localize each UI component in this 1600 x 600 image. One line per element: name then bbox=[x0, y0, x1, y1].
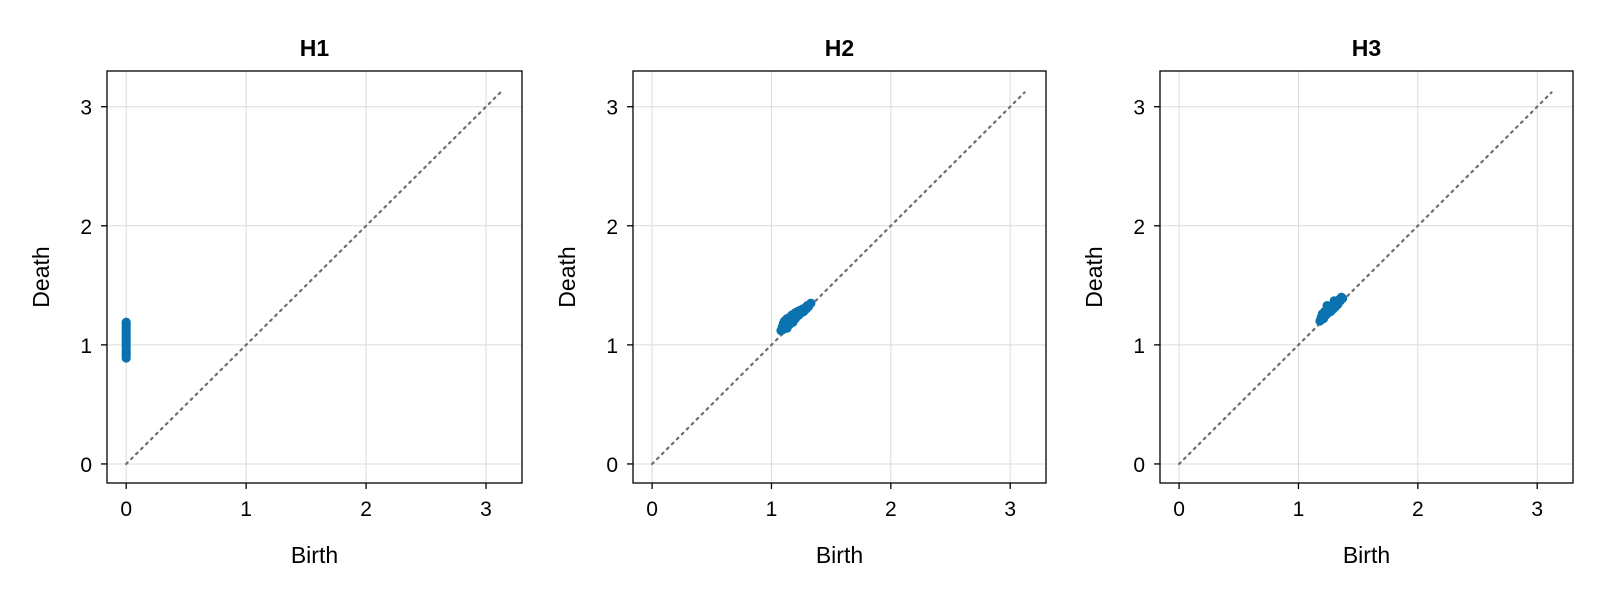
data-point bbox=[1338, 293, 1348, 304]
diagonal-line bbox=[125, 91, 502, 466]
data-point bbox=[1322, 300, 1332, 311]
y-tick-label: 1 bbox=[606, 335, 618, 358]
x-tick-label: 3 bbox=[1531, 498, 1543, 521]
y-tick-label: 0 bbox=[1133, 454, 1145, 477]
x-axis-label: Birth bbox=[291, 542, 338, 568]
panel-title: H3 bbox=[1352, 35, 1381, 61]
y-tick-label: 2 bbox=[80, 216, 92, 239]
data-point bbox=[788, 317, 798, 327]
data-point bbox=[1329, 296, 1339, 306]
x-tick-label: 2 bbox=[1412, 498, 1424, 521]
y-tick-label: 2 bbox=[1133, 216, 1145, 239]
plot-frame bbox=[106, 70, 523, 484]
x-tick-label: 2 bbox=[885, 498, 897, 521]
y-axis-label: Death bbox=[1081, 246, 1107, 307]
y-tick-label: 2 bbox=[606, 216, 618, 239]
x-tick-label: 1 bbox=[766, 498, 778, 521]
x-tick-label: 1 bbox=[240, 498, 252, 521]
x-axis-label: Birth bbox=[1343, 542, 1390, 568]
y-tick-label: 0 bbox=[606, 454, 618, 477]
y-axis-label: Death bbox=[28, 246, 54, 307]
plot-frame bbox=[1159, 70, 1574, 484]
diagonal-line bbox=[1177, 91, 1553, 466]
data-point bbox=[782, 323, 792, 333]
x-tick-label: 3 bbox=[1004, 498, 1016, 521]
data-point bbox=[121, 317, 131, 327]
x-tick-label: 0 bbox=[120, 498, 132, 521]
y-tick-label: 3 bbox=[1133, 97, 1145, 120]
chart-panel-2: 0 1 2 3 0 1 2 3 H2 Birth Death bbox=[554, 35, 1047, 568]
panel-title: H2 bbox=[825, 35, 854, 61]
y-tick-label: 0 bbox=[80, 454, 92, 477]
x-axis-label: Birth bbox=[816, 542, 863, 568]
y-tick-label: 3 bbox=[80, 97, 92, 120]
chart-panel-1: 0 1 2 3 0 1 2 3 H1 Birth Death bbox=[28, 35, 523, 568]
y-axis-label: Death bbox=[554, 246, 580, 307]
chart-panel-3: 0 1 2 3 0 1 2 3 H3 Birth Death bbox=[1081, 35, 1574, 568]
x-tick-label: 0 bbox=[646, 498, 658, 521]
x-tick-label: 0 bbox=[1173, 498, 1185, 521]
plot-frame bbox=[632, 70, 1047, 484]
y-tick-label: 1 bbox=[80, 335, 92, 358]
x-tick-label: 2 bbox=[360, 498, 372, 521]
x-tick-label: 1 bbox=[1293, 498, 1305, 521]
data-point bbox=[806, 298, 816, 308]
y-tick-label: 1 bbox=[1133, 335, 1145, 358]
x-tick-label: 3 bbox=[480, 498, 492, 521]
panel-title: H1 bbox=[300, 35, 330, 61]
y-tick-label: 3 bbox=[606, 97, 618, 120]
diagonal-line bbox=[650, 91, 1026, 466]
